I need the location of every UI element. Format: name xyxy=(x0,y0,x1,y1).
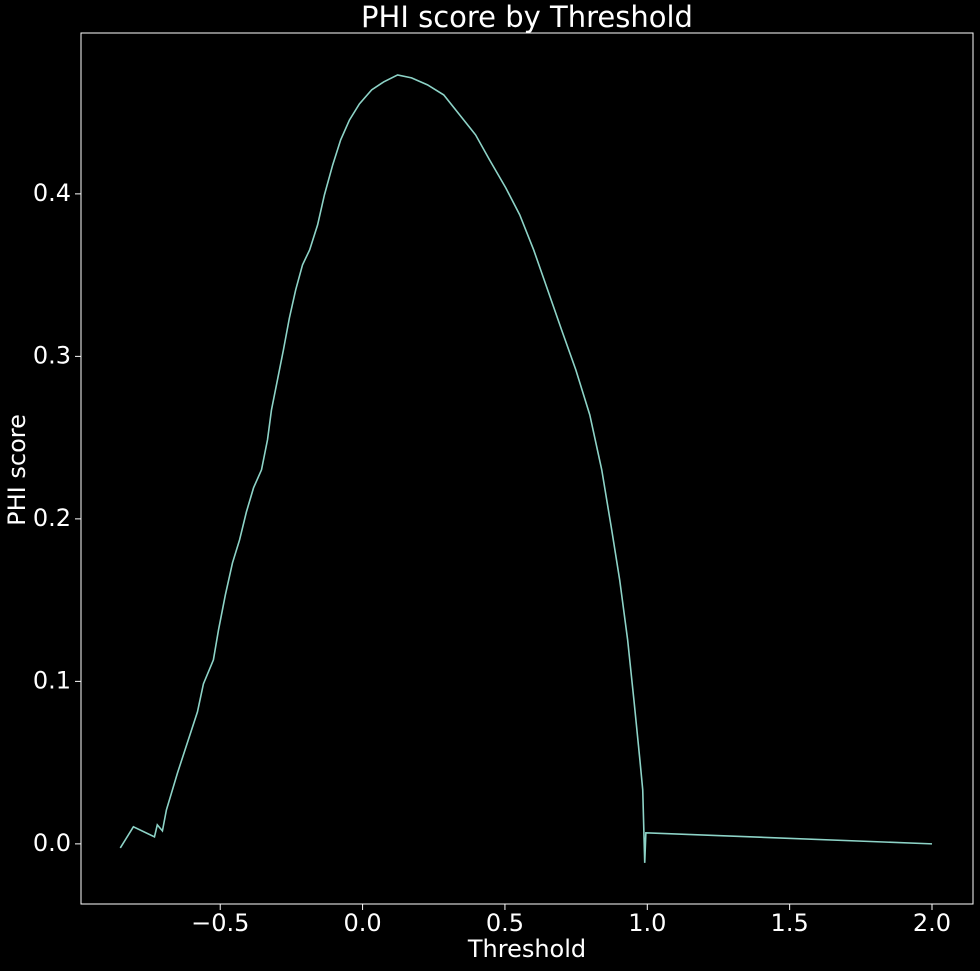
y-tick-label: 0.2 xyxy=(33,504,71,532)
x-tick-label: 2.0 xyxy=(913,909,951,937)
line-series xyxy=(119,74,933,863)
y-axis-label: PHI score xyxy=(3,414,31,526)
y-tick-label: 0.3 xyxy=(33,341,71,369)
y-tick-label: 0.1 xyxy=(33,666,71,694)
y-tick-label: 0.0 xyxy=(33,829,71,857)
x-tick-label: 1.0 xyxy=(628,909,666,937)
chart-title: PHI score by Threshold xyxy=(361,0,693,34)
x-tick-label: −0.5 xyxy=(191,909,249,937)
x-tick-label: 0.5 xyxy=(486,909,524,937)
y-tick-label: 0.4 xyxy=(33,179,71,207)
x-axis-label: Threshold xyxy=(467,935,586,963)
plot-frame xyxy=(80,32,974,905)
x-tick-label: 0.0 xyxy=(343,909,381,937)
x-tick-label: 1.5 xyxy=(771,909,809,937)
